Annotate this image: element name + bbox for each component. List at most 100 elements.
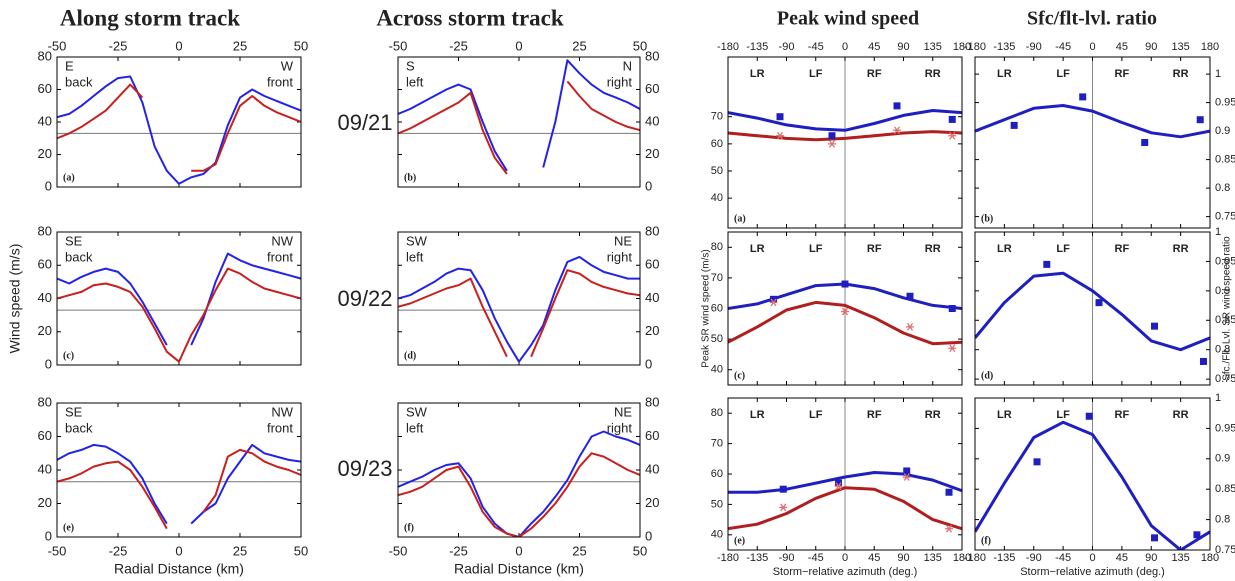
column-title: Sfc/flt-lvl. ratio [1027,8,1157,30]
x-tick-label: 25 [572,543,586,558]
x-tick-label: -25 [109,38,128,53]
panel-label: (e) [734,535,745,546]
panel-label: (e) [63,522,74,533]
data-line [728,471,962,494]
y-tick-label: 60 [711,138,723,150]
column-title: Peak wind speed [777,8,919,30]
panel: 40 50 60 70 80 (c) LR LF RF RR Peak SR wind speed … [701,231,963,386]
sector-label: LR [997,68,1012,80]
direction-label: front [267,74,293,89]
y-tick-label: 40 [38,461,52,476]
panel: -50 -25 0 25 50020406080(f)SWleftNErightRadi… [389,394,660,576]
x-tick-label: 50 [633,543,647,558]
data-point [1095,299,1103,307]
y-tick-label: 60 [38,81,52,96]
sector-label: RR [925,68,941,80]
x-tick-label: 25 [572,38,586,53]
y-tick-label: 0 [645,178,652,193]
sector-label: RF [1115,68,1130,80]
data-point [776,131,784,140]
x-tick-label: 25 [233,543,247,558]
x-tick-label: -45 [1055,552,1071,564]
y-tick-label: 60 [645,81,659,96]
x-tick-label: 50 [633,38,647,53]
x-tick-label: 180 [1201,552,1219,564]
plot-frame [727,397,963,551]
plot-frame [56,231,302,366]
y-tick-label: 40 [711,364,723,376]
plot-frame [56,402,302,538]
y-tick-label: 70 [711,111,723,123]
x-tick-label: 0 [842,41,848,53]
x-tick-label: 50 [294,543,308,558]
y-tick-label: 0.9 [1215,285,1230,297]
y-tick-label: 0.75 [1215,373,1235,385]
sector-label: RF [867,243,882,255]
x-tick-label: -45 [1055,41,1071,53]
date-label: 09/23 [337,456,392,481]
x-tick-label: 0 [1089,41,1095,53]
data-point [769,298,778,307]
sector-label: LR [750,68,765,80]
sector-label: LF [1056,68,1070,80]
x-tick-label: 50 [294,38,308,53]
data-line [398,430,640,537]
data-point [1199,357,1207,365]
y-tick-label: 0.75 [1215,211,1235,223]
y-tick-label: 20 [38,146,52,161]
data-line [728,130,962,142]
sector-label: LF [809,409,823,421]
direction-label: NE [614,404,632,419]
data-line [975,420,1210,550]
y-tick-label: 1 [1215,392,1221,404]
x-tick-label: 0 [175,543,182,558]
data-point [906,322,914,331]
y-tick-label: 0.9 [1215,125,1230,137]
x-tick-label: -135 [746,41,768,53]
data-line [57,252,301,346]
x-tick-label: 25 [233,38,247,53]
data-point [1033,458,1041,466]
y-tick-label: 0.75 [1215,544,1235,556]
y-tick-label: 80 [38,223,52,238]
data-point [1196,116,1204,124]
y-tick-label: 80 [645,394,659,409]
y-axis-label: Wind speed (m/s) [7,244,23,354]
data-point [893,102,901,110]
data-point [841,307,849,316]
plot-frame [397,231,641,366]
y-tick-label: 50 [711,498,723,510]
direction-label: front [267,420,293,435]
x-tick-label: 135 [924,41,942,53]
y-tick-label: 40 [38,290,52,305]
panel-label: (d) [404,350,416,361]
direction-label: SE [65,233,83,248]
data-point [948,344,957,353]
data-point [903,467,911,475]
x-axis-label: Radial Distance (km) [454,561,584,577]
data-point [776,113,784,121]
column-title: Across storm track [376,5,564,30]
y-tick-label: 0.9 [1215,453,1230,465]
y-tick-label: 60 [711,468,723,480]
panel: -180 -135 -90 -45 0 45 90 135 180 40 50 60 70 (a) LR LF… [711,41,971,229]
x-tick-label: 45 [1116,552,1128,564]
y-tick-label: 60 [38,257,52,272]
y-tick-label: 50 [711,165,723,177]
data-line [398,80,640,175]
panel-label: (b) [981,213,993,224]
y-tick-label: 60 [645,257,659,272]
x-axis-label: Radial Distance (km) [114,561,244,577]
sector-label: LF [1056,243,1070,255]
y-tick-label: 0.85 [1215,483,1235,495]
direction-label: back [65,74,93,89]
plot-frame [397,402,641,538]
data-point [1085,412,1093,420]
x-tick-label: -45 [808,552,824,564]
y-tick-label: 70 [711,438,723,450]
direction-label: front [267,249,293,264]
x-tick-label: 0 [515,543,522,558]
